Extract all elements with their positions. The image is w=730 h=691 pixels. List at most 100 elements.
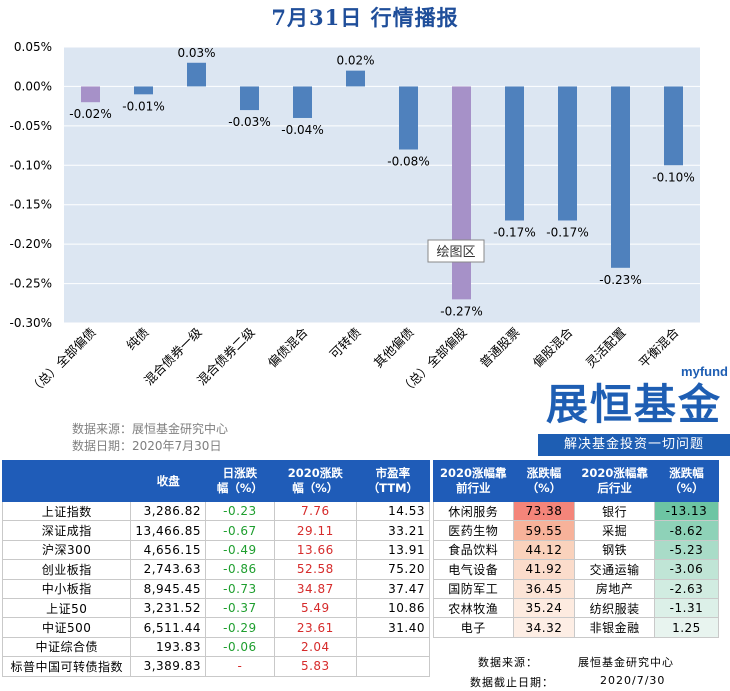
industry-bottom-name: 采掘 bbox=[574, 520, 655, 541]
index-pe bbox=[355, 656, 431, 677]
index-pe: 75.20 bbox=[355, 559, 431, 580]
y-tick-label: -0.15% bbox=[10, 198, 52, 212]
bar bbox=[346, 70, 365, 87]
table-row: 上证50 3,231.52 -0.37 5.49 10.86 bbox=[1, 598, 431, 619]
industry-table-header: 2020涨幅靠 前行业 bbox=[433, 460, 514, 502]
data-label: -0.10% bbox=[652, 170, 694, 184]
industry-bottom-pct: -1.31 bbox=[653, 598, 720, 619]
x-tick-label: 可转债 bbox=[326, 325, 363, 362]
index-close: 3,389.83 bbox=[130, 656, 206, 677]
table-row: 医药生物 59.55 采掘 -8.62 bbox=[433, 520, 720, 541]
industry-top-name: 休闲服务 bbox=[433, 501, 514, 522]
data-label: -0.03% bbox=[228, 115, 270, 129]
bar bbox=[611, 86, 630, 268]
table-row: 国防军工 36.45 房地产 -2.63 bbox=[433, 579, 720, 599]
industry-bottom-pct: -13.13 bbox=[653, 501, 720, 522]
chart-date: 数据日期：2020年7月30日 bbox=[72, 439, 222, 453]
industry-bottom-name: 银行 bbox=[574, 501, 655, 522]
data-label: -0.17% bbox=[493, 225, 535, 239]
footer-date-label: 数据截止日期： bbox=[470, 676, 554, 689]
data-label: -0.04% bbox=[281, 123, 323, 137]
table-row: 深证成指 13,466.85 -0.67 29.11 33.21 bbox=[1, 520, 431, 541]
index-close: 8,945.45 bbox=[130, 579, 206, 599]
index-name: 中证综合债 bbox=[1, 637, 132, 658]
bar-chart: 0.05% 0.00% -0.05% -0.10% -0.15% -0.20% -0.25%… bbox=[10, 40, 700, 397]
index-close: 3,286.82 bbox=[130, 501, 206, 522]
table-row: 中证500 6,511.44 -0.29 23.61 31.40 bbox=[1, 617, 431, 638]
index-table: 收盘 日涨跌 幅（%） 2020涨跌 幅（%） 市盈率 （TTM） 上证指数 3,286.82… bbox=[1, 460, 431, 677]
bar bbox=[240, 86, 259, 111]
industry-top-name: 电子 bbox=[433, 617, 514, 638]
index-pe: 10.86 bbox=[355, 598, 431, 619]
table-row: 标普中国可转债指数 3,389.83-5.83 bbox=[1, 656, 431, 677]
data-label: -0.08% bbox=[387, 155, 429, 169]
index-day-change: -0.29 bbox=[205, 617, 275, 638]
data-label: -0.17% bbox=[546, 225, 588, 239]
x-tick-label: （总）全部偏债 bbox=[26, 325, 98, 397]
x-tick-label: 混合债券二级 bbox=[194, 324, 258, 388]
plot-area bbox=[64, 47, 700, 323]
industry-bottom-pct: -3.06 bbox=[653, 559, 720, 580]
index-name: 沪深300 bbox=[1, 540, 132, 561]
industry-table: 2020涨幅靠 前行业 涨跌幅 （%） 2020涨幅靠 后行业 涨跌幅 （%） 休闲服务 73.… bbox=[433, 460, 720, 638]
table-row: 中小板指 8,945.45 -0.73 34.87 37.47 bbox=[1, 579, 431, 599]
table-row: 电气设备 41.92 交通运输 -3.06 bbox=[433, 559, 720, 580]
data-label: -0.01% bbox=[122, 99, 164, 113]
industry-bottom-name: 纺织服装 bbox=[574, 598, 655, 619]
footer-date-value: 2020/7/30 bbox=[600, 674, 666, 687]
bar bbox=[505, 86, 524, 221]
bar bbox=[399, 86, 418, 150]
tooltip-text: 绘图区 bbox=[436, 245, 475, 260]
index-day-change: -0.37 bbox=[205, 598, 275, 619]
index-ytd-change: 29.11 bbox=[273, 520, 357, 541]
index-table-header: 收盘 bbox=[130, 460, 206, 502]
industry-top-pct: 34.32 bbox=[512, 617, 576, 638]
y-tick-label: -0.05% bbox=[10, 119, 52, 133]
table-row: 电子 34.32 非银金融 1.25 bbox=[433, 617, 720, 638]
index-ytd-change: 2.04 bbox=[273, 637, 357, 658]
industry-top-name: 国防军工 bbox=[433, 579, 514, 599]
bar bbox=[134, 86, 153, 95]
index-name: 标普中国可转债指数 bbox=[1, 656, 132, 677]
industry-bottom-pct: -2.63 bbox=[653, 579, 720, 599]
index-day-change: -0.86 bbox=[205, 559, 275, 580]
index-day-change: -0.73 bbox=[205, 579, 275, 599]
index-pe: 33.21 bbox=[355, 520, 431, 541]
data-label: -0.02% bbox=[69, 107, 111, 121]
table-row: 中证综合债 193.83 -0.06 2.04 bbox=[1, 637, 431, 658]
industry-bottom-name: 钢铁 bbox=[574, 540, 655, 561]
table-row: 食品饮料 44.12 钢铁 -5.23 bbox=[433, 540, 720, 561]
index-close: 6,511.44 bbox=[130, 617, 206, 638]
index-name: 上证50 bbox=[1, 598, 132, 619]
y-tick-label: 0.00% bbox=[14, 79, 52, 93]
industry-top-name: 电气设备 bbox=[433, 559, 514, 580]
industry-top-pct: 73.38 bbox=[512, 501, 576, 522]
index-name: 上证指数 bbox=[1, 501, 132, 522]
footer-source-value: 展恒基金研究中心 bbox=[578, 656, 674, 669]
index-name: 中小板指 bbox=[1, 579, 132, 599]
industry-bottom-name: 房地产 bbox=[574, 579, 655, 599]
y-tick-label: -0.10% bbox=[10, 158, 52, 172]
industry-top-name: 食品饮料 bbox=[433, 540, 514, 561]
index-ytd-change: 34.87 bbox=[273, 579, 357, 599]
footer-source-label: 数据来源： bbox=[478, 656, 538, 669]
industry-bottom-pct: -5.23 bbox=[653, 540, 720, 561]
index-close: 3,231.52 bbox=[130, 598, 206, 619]
brand-myfund: myfund bbox=[681, 364, 728, 379]
index-ytd-change: 7.76 bbox=[273, 501, 357, 522]
chart-source: 数据来源：展恒基金研究中心 bbox=[72, 422, 229, 436]
table-row: 沪深300 4,656.15 -0.49 13.66 13.91 bbox=[1, 540, 431, 561]
index-pe: 14.53 bbox=[355, 501, 431, 522]
index-close: 193.83 bbox=[130, 637, 206, 658]
industry-bottom-pct: -8.62 bbox=[653, 520, 720, 541]
page-title: 7月31日 行情播报 bbox=[271, 5, 459, 30]
table-row: 创业板指 2,743.63 -0.86 52.58 75.20 bbox=[1, 559, 431, 580]
bar bbox=[187, 62, 206, 87]
brand-slogan: 解决基金投资一切问题 bbox=[538, 434, 730, 456]
index-table-header bbox=[1, 460, 132, 502]
bar bbox=[664, 86, 683, 166]
industry-bottom-name: 非银金融 bbox=[574, 617, 655, 638]
x-tick-label: 普通股票 bbox=[477, 325, 523, 371]
index-close: 2,743.63 bbox=[130, 559, 206, 580]
bar bbox=[452, 86, 471, 300]
